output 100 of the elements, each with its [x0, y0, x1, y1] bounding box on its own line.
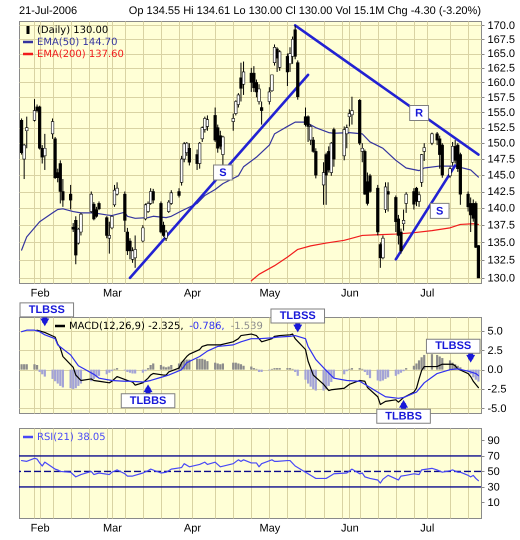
bar — [250, 366, 252, 370]
candlestick — [350, 96, 354, 126]
bar — [41, 370, 44, 374]
y-tick-label: 137.5 — [488, 220, 516, 232]
y-tick-label: 70 — [488, 450, 500, 462]
y-tick-label: 147.5 — [488, 154, 516, 166]
bar — [51, 370, 54, 379]
chart-title: 21-Jul-2006 — [19, 5, 78, 17]
candlestick — [152, 188, 155, 204]
bar — [240, 364, 242, 370]
annotation: R — [415, 107, 424, 120]
candlestick — [198, 141, 202, 170]
candlestick — [206, 114, 210, 132]
candlestick — [430, 132, 434, 146]
bar — [384, 370, 387, 379]
bar — [366, 370, 369, 376]
bar — [296, 370, 299, 376]
legend-label: MACD(12,26,9) -2.325, — [69, 321, 184, 332]
bar — [304, 370, 307, 380]
x-tick-label: Jun — [340, 288, 359, 300]
bar — [201, 358, 204, 370]
candlestick — [384, 182, 388, 214]
x-tick-label: May — [259, 288, 281, 300]
annotation: TLBSS — [280, 310, 316, 322]
x-tick-label: May — [259, 522, 281, 534]
bar — [152, 363, 154, 370]
bar — [394, 370, 397, 376]
bar — [98, 370, 100, 376]
legend-label: EMA(50) 144.70 — [37, 37, 118, 48]
bar — [131, 370, 134, 374]
y-tick-label: 170.0 — [488, 20, 516, 32]
y-tick-label: -2.5 — [488, 384, 506, 396]
x-tick-label: Jul — [420, 288, 434, 300]
candlestick — [32, 98, 36, 122]
bar — [70, 370, 72, 388]
candlestick — [69, 184, 72, 210]
bar — [44, 370, 46, 377]
bar — [72, 370, 74, 389]
y-tick-label: 10 — [488, 496, 500, 509]
bar — [216, 363, 219, 370]
bar — [376, 370, 379, 380]
legend-label: EMA(200) 137.60 — [37, 49, 124, 60]
annotation: S — [436, 205, 444, 218]
candlestick — [278, 50, 282, 72]
bar — [214, 362, 216, 370]
annotation: TLBBS — [385, 410, 422, 422]
candlestick — [386, 182, 390, 212]
y-tick-label: 30 — [488, 481, 500, 494]
bar — [134, 370, 136, 374]
bar — [219, 364, 222, 370]
bar — [232, 362, 234, 370]
candlestick — [43, 133, 46, 170]
candlestick — [417, 191, 421, 208]
bar — [62, 370, 64, 388]
x-tick-label: Mar — [102, 288, 122, 300]
y-tick-label: 90 — [488, 434, 500, 447]
bar — [106, 370, 108, 374]
y-tick-label: 145.0 — [488, 170, 516, 182]
text: -1.539 — [230, 321, 263, 332]
legend-label: (Daily) 130.00 — [37, 25, 108, 36]
bar — [310, 370, 312, 387]
y-tick-label: 132.5 — [488, 254, 516, 266]
line-series — [20, 458, 480, 484]
bar — [33, 364, 36, 370]
bar — [206, 361, 209, 370]
x-tick-label: Jun — [340, 522, 359, 534]
bar — [386, 370, 390, 378]
legend-label: RSI(21) 38.05 — [37, 432, 106, 443]
y-tick-label: 157.5 — [488, 92, 516, 104]
bar — [382, 370, 384, 380]
y-tick-label: 140.0 — [488, 202, 516, 215]
y-tick-label: 165.0 — [488, 48, 516, 60]
annotation: TLBSS — [28, 304, 65, 316]
candlestick — [134, 234, 137, 268]
annotation: S — [219, 167, 227, 180]
y-tick-label: 2.5 — [488, 344, 503, 357]
bar — [170, 365, 172, 370]
y-tick-label: 152.5 — [488, 122, 516, 134]
y-tick-label: 50 — [488, 466, 500, 478]
x-tick-label: Jul — [420, 522, 434, 534]
y-tick-label: 0.0 — [488, 364, 503, 376]
x-tick-label: Apr — [184, 522, 202, 534]
bar — [54, 370, 56, 382]
bar — [368, 370, 372, 378]
bar — [59, 370, 62, 386]
candlestick — [448, 166, 452, 178]
series-label: -0.786, — [189, 321, 225, 332]
annotation: TLBBS — [130, 394, 166, 407]
bar — [56, 370, 59, 384]
y-tick-label: 167.5 — [488, 34, 516, 46]
bar — [397, 370, 400, 374]
bar — [198, 358, 201, 370]
y-tick-label: 160.0 — [488, 76, 516, 89]
x-tick-label: Feb — [30, 288, 50, 300]
bar — [26, 364, 28, 370]
x-tick-label: Apr — [184, 288, 202, 300]
chart-subtitle: Op 134.55 Hi 134.61 Lo 130.00 Cl 130.00 Vol 15.1M Chg -4.30 (-3.20%) — [128, 5, 481, 17]
y-tick-label: 5.0 — [488, 325, 503, 338]
candlestick — [141, 224, 144, 243]
x-tick-label: Mar — [102, 522, 122, 534]
